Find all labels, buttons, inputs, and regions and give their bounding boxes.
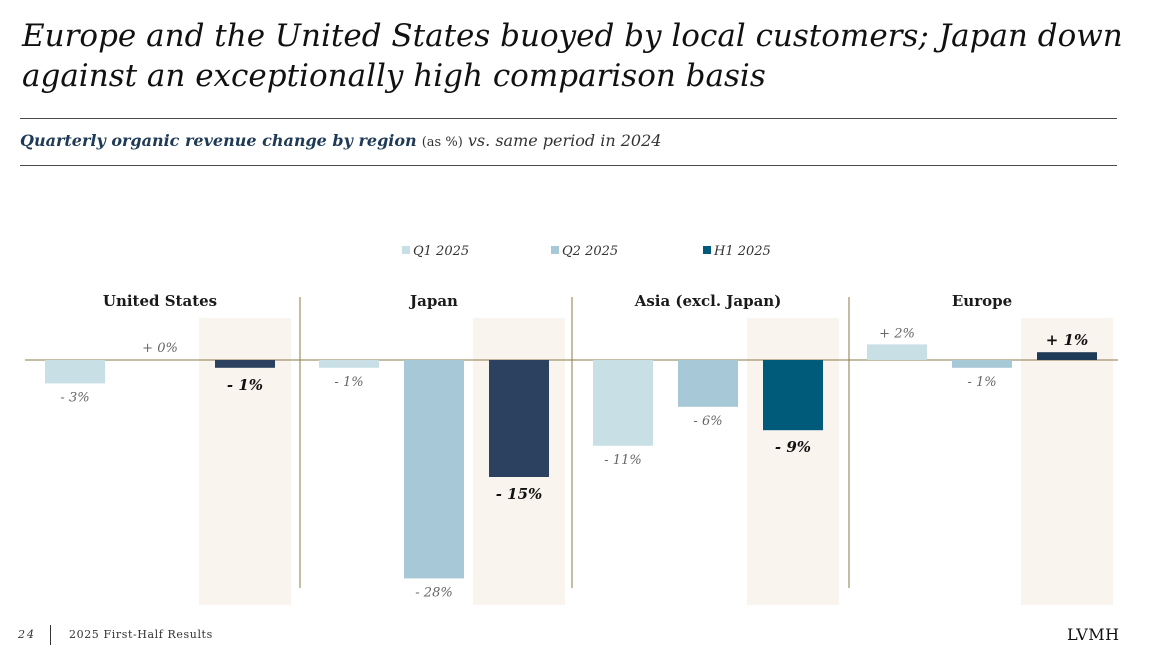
bar-q2-2025 [404,360,464,579]
legend-label: Q1 2025 [413,244,469,259]
region-label: Japan [408,292,458,310]
subtitle-rule [20,165,1117,166]
bar-q2-2025 [678,360,738,407]
legend-swatch [551,246,559,254]
footer-text: 2025 First-Half Results [69,628,213,641]
region-label: United States [103,292,217,310]
data-label: - 1% [227,376,263,394]
bar-q1-2025 [593,360,653,446]
title-rule [20,118,1117,119]
data-label: - 3% [60,390,89,405]
legend-label: H1 2025 [713,244,771,259]
data-label: - 6% [693,414,722,429]
bar-q1-2025 [319,360,379,368]
data-label: + 2% [879,326,915,341]
bar-q1-2025 [867,344,927,360]
data-label: - 1% [334,375,363,390]
bar-q1-2025 [45,360,105,384]
subtitle-tail: vs. same period in 2024 [467,131,662,150]
data-label: + 0% [142,341,178,356]
region-label: Europe [952,292,1012,310]
data-label: - 11% [604,453,641,468]
subtitle-bold: Quarterly organic revenue change by regi… [20,131,417,150]
subtitle-unit: (as %) [421,135,463,150]
footer-separator [50,625,51,645]
bar-q2-2025 [952,360,1012,368]
page-title: Europe and the United States buoyed by l… [22,18,1123,94]
data-label: - 1% [967,375,996,390]
data-label: - 15% [496,485,543,503]
brand-logo: LVMH [1067,625,1120,644]
bar-h1-2025 [763,360,823,431]
region-label: Asia (excl. Japan) [634,292,782,310]
legend-swatch [703,246,711,254]
legend-label: Q2 2025 [562,244,618,259]
bar-h1-2025 [215,360,275,368]
bar-h1-2025 [1037,352,1097,360]
chart-subtitle: Quarterly organic revenue change by regi… [20,131,661,150]
h1-highlight-panel [1021,318,1113,605]
data-label: - 9% [775,438,811,456]
page-number: 24 [18,628,36,641]
legend-swatch [402,246,410,254]
bar-h1-2025 [489,360,549,477]
data-label: - 28% [415,585,452,600]
data-label: + 1% [1046,331,1088,349]
